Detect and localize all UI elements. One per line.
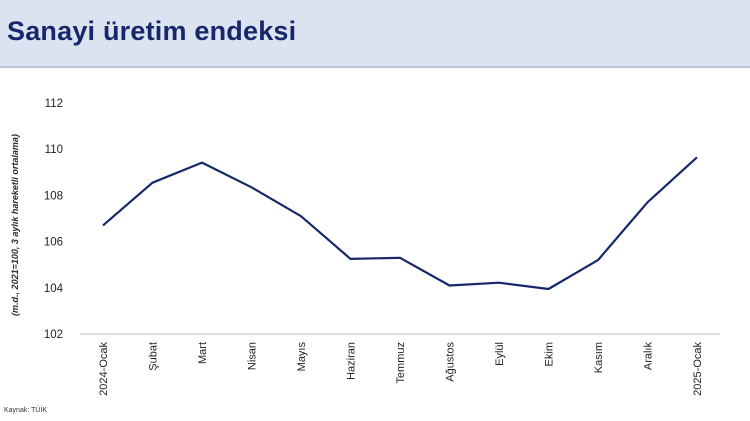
x-tick-label: Haziran bbox=[346, 342, 358, 380]
x-tick-label: Aralık bbox=[643, 342, 655, 371]
source-note: Kaynak: TÜİK bbox=[4, 407, 48, 414]
y-tick-label: 104 bbox=[44, 283, 64, 295]
x-tick-label: Ağustos bbox=[445, 342, 457, 382]
x-tick-label: Ekim bbox=[544, 342, 556, 366]
y-tick-label: 102 bbox=[44, 329, 63, 341]
x-tick-label: 2024-Ocak bbox=[98, 342, 110, 396]
y-tick-label: 112 bbox=[45, 98, 63, 110]
x-tick-label: Mart bbox=[197, 342, 209, 364]
series-line bbox=[102, 156, 698, 291]
x-tick-label: Şubat bbox=[148, 342, 160, 371]
x-tick-label: Kasım bbox=[593, 342, 605, 373]
y-tick-label: 106 bbox=[44, 237, 63, 249]
x-tick-label: Temmuz bbox=[395, 342, 407, 384]
y-tick-label: 110 bbox=[45, 144, 63, 156]
x-tick-label: 2025-Ocak bbox=[692, 342, 704, 396]
x-tick-label: Nisan bbox=[247, 342, 259, 370]
x-tick-label: Mayıs bbox=[296, 342, 308, 372]
y-axis-label: (m.d., 2021=100, 3 aylık hareketli ortal… bbox=[10, 134, 20, 316]
header-bar: Sanayi üretim endeksi bbox=[0, 0, 750, 68]
page-title: Sanayi üretim endeksi bbox=[7, 16, 297, 46]
y-tick-label: 108 bbox=[44, 190, 63, 202]
x-tick-label: Eylül bbox=[494, 342, 506, 366]
line-chart: 102 104 106 108 110 112 2024-Ocak Şubat Mart Nis… bbox=[44, 98, 720, 396]
